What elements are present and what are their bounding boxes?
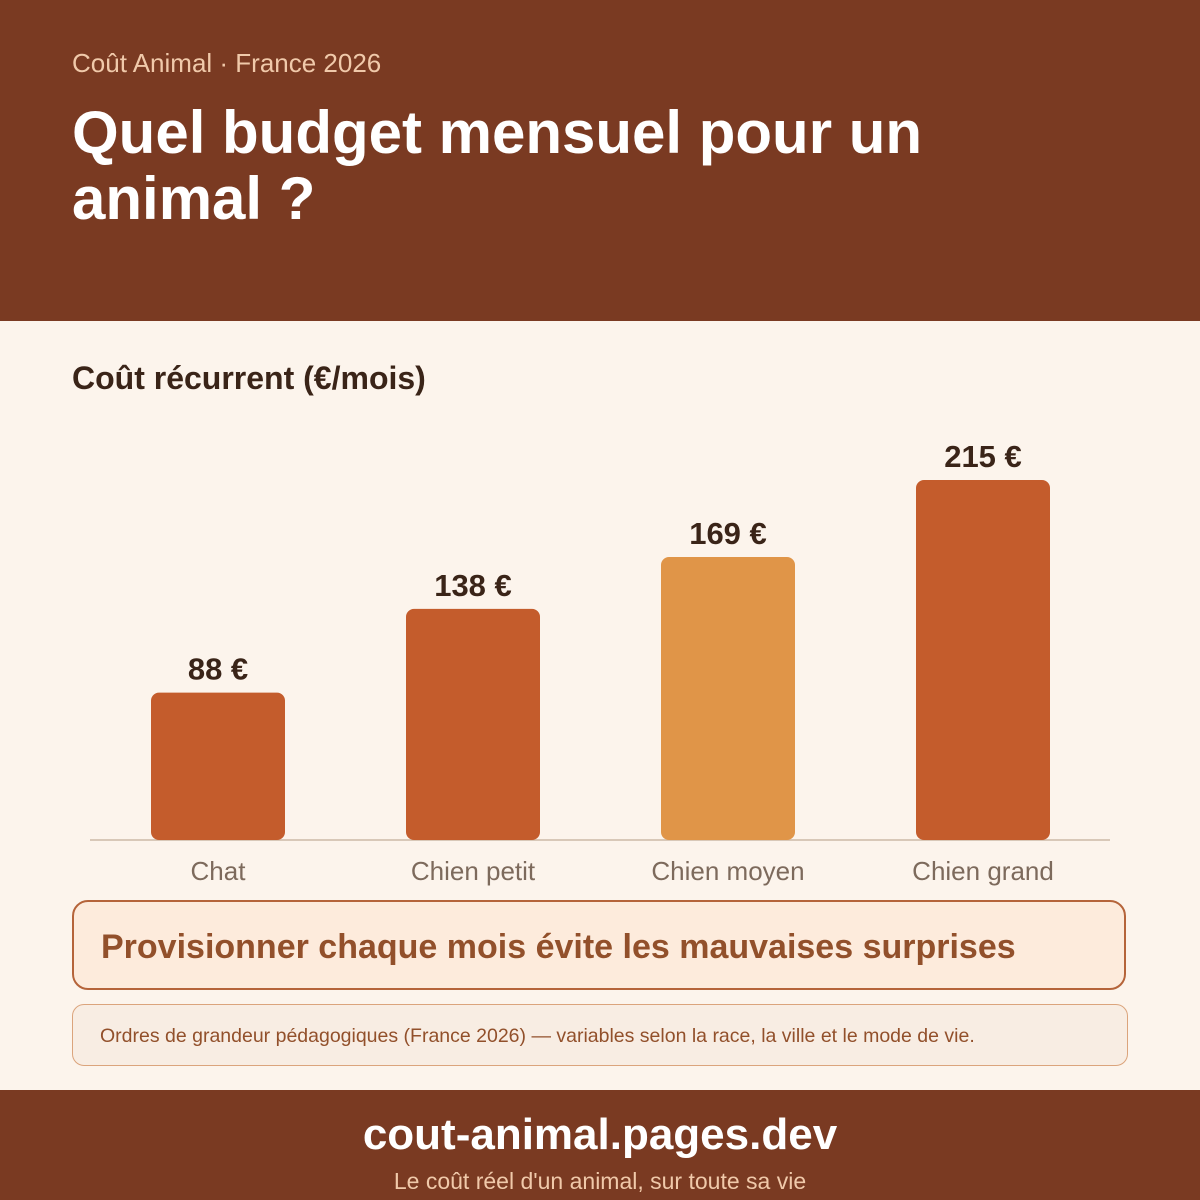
chart-title: Coût récurrent (€/mois) xyxy=(72,360,426,396)
bar-3 xyxy=(661,557,795,840)
header-banner: Coût Animal · France 2026 Quel budget me… xyxy=(0,0,1200,321)
category-label: Chien grand xyxy=(912,856,1054,886)
disclaimer-text: Ordres de grandeur pédagogiques (France … xyxy=(100,1025,975,1047)
bar-chart: 88 € Chat 138 € Chien petit 169 € Chien moyen… xyxy=(90,439,1110,886)
header-kicker: Coût Animal · France 2026 xyxy=(72,48,382,78)
bar-value-label: 215 € xyxy=(944,439,1022,474)
bar-value-label: 138 € xyxy=(434,568,512,603)
callout-text: Provisionner chaque mois évite les mauva… xyxy=(101,928,1016,966)
category-label: Chat xyxy=(191,856,247,886)
disclaimer-box: Ordres de grandeur pédagogiques (France … xyxy=(72,1004,1128,1066)
bar-value-label: 169 € xyxy=(689,516,767,551)
site-domain: cout-animal.pages.dev xyxy=(362,1110,838,1159)
category-label: Chien petit xyxy=(411,856,536,886)
footer-banner: cout-animal.pages.dev Le coût réel d'un … xyxy=(0,1090,1200,1200)
bar-4 xyxy=(916,480,1050,840)
category-label: Chien moyen xyxy=(651,856,804,886)
bar-value-label: 88 € xyxy=(188,652,248,687)
page-title: Quel budget mensuel pour un animal ? xyxy=(72,99,923,232)
site-tagline: Le coût réel d'un animal, sur toute sa v… xyxy=(393,1168,807,1194)
bar-1 xyxy=(151,692,285,840)
bar-2 xyxy=(406,608,540,840)
callout-box: Provisionner chaque mois évite les mauva… xyxy=(72,900,1126,990)
